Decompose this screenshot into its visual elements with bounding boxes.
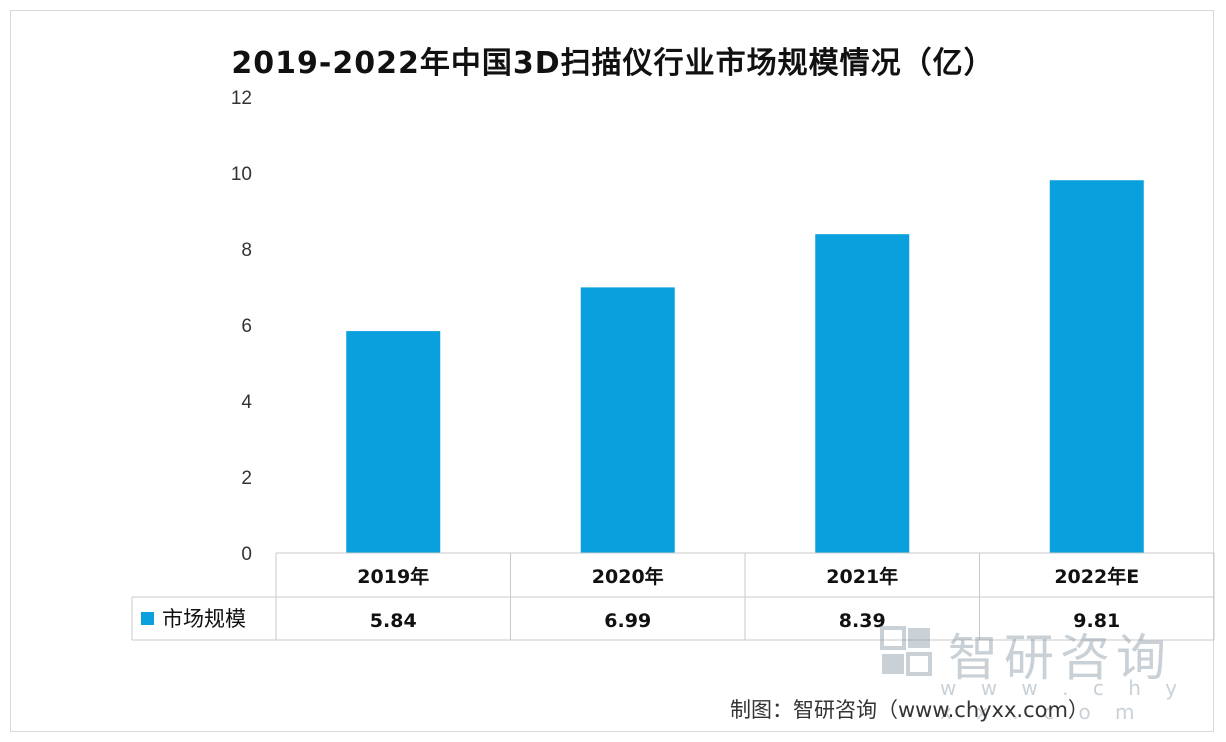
y-tick-label: 0 bbox=[241, 544, 252, 565]
source-note: 制图：智研咨询（www.chyxx.com） bbox=[730, 698, 1089, 722]
legend-label: 市场规模 bbox=[162, 607, 246, 631]
category-label: 2019年 bbox=[357, 565, 429, 588]
watermark: 智研咨询 w w w . c h y x x . c o m bbox=[880, 618, 1200, 724]
watermark-name: 智研咨询 bbox=[948, 629, 1172, 687]
data-table: 2019年 2020年 2021年 2022年E 5.84 6.99 8.39 9.81 市场规… bbox=[131, 552, 1215, 641]
bar bbox=[580, 287, 675, 553]
bar bbox=[1049, 180, 1144, 553]
value-label: 9.81 bbox=[1073, 610, 1120, 632]
legend-swatch bbox=[141, 612, 154, 625]
y-tick-label: 2 bbox=[241, 468, 252, 489]
y-tick-label: 10 bbox=[231, 164, 252, 185]
value-label: 8.39 bbox=[839, 610, 886, 632]
y-tick-label: 12 bbox=[231, 88, 252, 109]
watermark-logo-icon bbox=[880, 626, 932, 676]
bar bbox=[346, 331, 441, 553]
bars bbox=[346, 180, 1144, 553]
category-label: 2022年E bbox=[1054, 565, 1139, 588]
y-tick-label: 6 bbox=[241, 316, 252, 337]
value-label: 6.99 bbox=[604, 610, 651, 632]
chart-title: 2019-2022年中国3D扫描仪行业市场规模情况（亿） bbox=[231, 46, 995, 81]
value-label: 5.84 bbox=[370, 610, 417, 632]
bar bbox=[815, 234, 910, 553]
category-label: 2020年 bbox=[592, 565, 664, 588]
y-tick-label: 4 bbox=[241, 392, 252, 413]
y-tick-label: 8 bbox=[241, 240, 252, 261]
y-axis: 0 2 4 6 8 10 12 bbox=[231, 88, 253, 565]
watermark-url: w w w . c h y x x . c o m bbox=[940, 676, 1187, 724]
category-label: 2021年 bbox=[826, 565, 898, 588]
